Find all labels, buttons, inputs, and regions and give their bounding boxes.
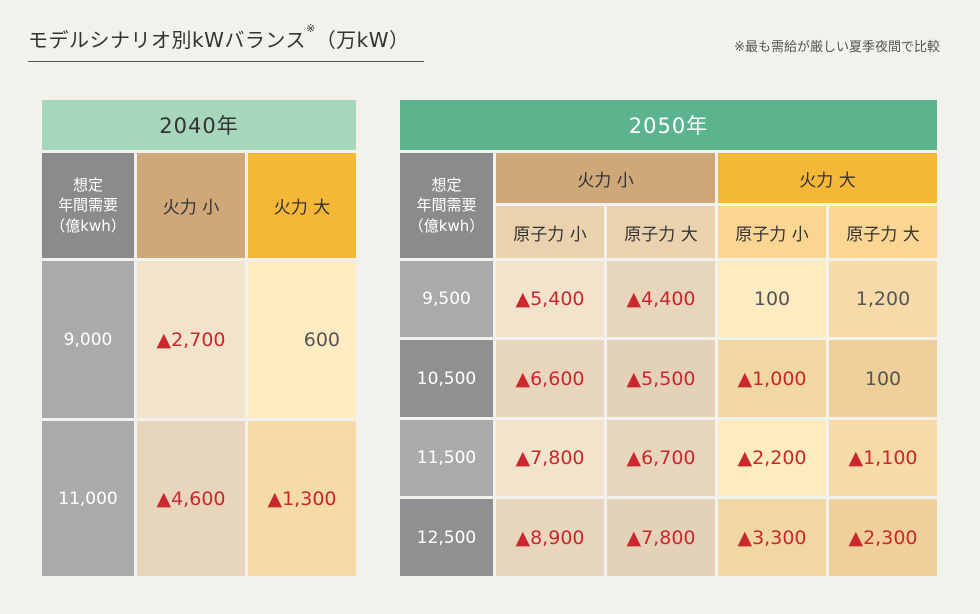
sub-header-nuclear-small: 原子力 小 [496, 206, 604, 258]
group-header-thermal-large: 火力 大 [718, 153, 937, 203]
value-cell: ▲8,900 [496, 499, 604, 576]
value-cell: 100 [829, 340, 937, 417]
value-cell: ▲5,500 [607, 340, 715, 417]
table-2050: 2050年 想定 年間需要 （億kwh） 火力 小 火力 大 原子力 小 原子力… [400, 100, 937, 576]
title-unit: （万kW） [315, 28, 410, 52]
value-cell: ▲5,400 [496, 261, 604, 337]
row-demand: 9,000 [42, 261, 134, 418]
demand-label-line: （億kwh） [50, 216, 126, 235]
value-cell: ▲1,100 [829, 420, 937, 496]
col-header-thermal-large: 火力 大 [248, 153, 356, 258]
value-cell: ▲7,800 [496, 420, 604, 496]
demand-label-line: 想定 [72, 176, 103, 195]
demand-label-2050: 想定 年間需要 （億kwh） [400, 153, 493, 258]
group-header-thermal-small: 火力 小 [496, 153, 715, 203]
value-cell: 100 [718, 261, 826, 337]
value-cell: ▲2,200 [718, 420, 826, 496]
sub-header-nuclear-small: 原子力 小 [718, 206, 826, 258]
row-demand: 12,500 [400, 499, 493, 576]
demand-label-line: （億kwh） [408, 216, 485, 235]
footnote: ※最も需給が厳しい夏季夜間で比較 [734, 40, 940, 55]
title-underline [28, 61, 424, 62]
value-cell: ▲2,700 [137, 261, 245, 418]
year-header-2050: 2050年 [400, 100, 937, 150]
col-header-thermal-small: 火力 小 [137, 153, 245, 258]
demand-label-line: 年間需要 [57, 196, 118, 215]
demand-label-line: 想定 [431, 176, 462, 195]
row-demand: 10,500 [400, 340, 493, 417]
page-title: モデルシナリオ別kWバランス※（万kW） [28, 22, 410, 53]
demand-label-2040: 想定 年間需要 （億kwh） [42, 153, 134, 258]
sub-header-nuclear-large: 原子力 大 [829, 206, 937, 258]
value-cell: ▲4,400 [607, 261, 715, 337]
value-cell: ▲4,600 [137, 421, 245, 576]
table-2040: 2040年 想定 年間需要 （億kwh） 火力 小 火力 大 9,000 ▲2,… [42, 100, 356, 576]
sub-header-nuclear-large: 原子力 大 [607, 206, 715, 258]
value-cell: ▲7,800 [607, 499, 715, 576]
row-demand: 9,500 [400, 261, 493, 337]
value-cell: 600 [248, 261, 356, 418]
row-demand: 11,000 [42, 421, 134, 576]
value-cell: ▲2,300 [829, 499, 937, 576]
value-cell: 1,200 [829, 261, 937, 337]
value-cell: ▲1,000 [718, 340, 826, 417]
year-header-2040: 2040年 [42, 100, 356, 150]
value-cell: ▲6,600 [496, 340, 604, 417]
value-cell: ▲1,300 [248, 421, 356, 576]
row-demand: 11,500 [400, 420, 493, 496]
title-text: モデルシナリオ別kWバランス [28, 28, 306, 52]
value-cell: ▲3,300 [718, 499, 826, 576]
title-footnote-mark: ※ [305, 22, 316, 35]
value-cell: ▲6,700 [607, 420, 715, 496]
demand-label-line: 年間需要 [416, 196, 477, 215]
